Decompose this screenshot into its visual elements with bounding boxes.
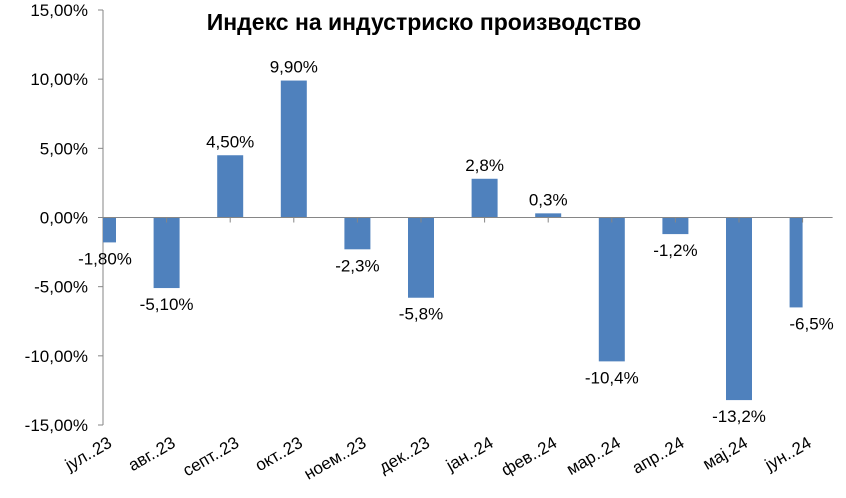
x-tick-label: окт..23 [252, 433, 306, 475]
x-tick-label: дек..23 [376, 433, 433, 477]
y-tick-label: -5,00% [34, 278, 88, 297]
data-label: -2,3% [335, 256, 379, 275]
bar [535, 213, 562, 218]
x-tick-label: мар..24 [563, 433, 624, 479]
y-tick-label: 15,00% [30, 1, 88, 20]
y-axis: 15,00% 10,00% 5,00% 0,00% -5,00% -10,00% -15,0… [25, 1, 104, 435]
data-label: -5,10% [140, 295, 194, 314]
data-label: -10,4% [585, 368, 639, 387]
bar [471, 178, 498, 218]
bar [408, 217, 434, 298]
data-label: -1,80% [78, 249, 132, 268]
y-tick-label: -15,00% [25, 416, 88, 435]
bar [344, 217, 371, 250]
bar [103, 217, 116, 243]
x-tick-label: апр..24 [629, 433, 687, 478]
data-label: 9,90% [270, 58, 318, 77]
bars: -1,80% -5,10% 4,50% 9,90% -2,3% -5,8% 2,8% 0,3%… [78, 58, 834, 427]
x-tick-label: јун..24 [761, 433, 815, 475]
x-tick-label: ноем..23 [301, 433, 370, 484]
data-label: 4,50% [206, 132, 254, 151]
y-tick-label: 10,00% [30, 70, 88, 89]
x-tick-label: септ..23 [180, 433, 243, 480]
y-tick-label: -10,00% [25, 347, 88, 366]
bar [598, 217, 625, 362]
y-tick-label: 0,00% [40, 209, 88, 228]
bar [726, 217, 752, 401]
bar [280, 80, 307, 218]
data-label: -13,2% [712, 407, 766, 426]
bar [662, 217, 689, 235]
y-tick-label: 5,00% [40, 139, 88, 158]
chart-title: Индекс на индустриско производство [207, 9, 641, 35]
data-label: 0,3% [529, 190, 568, 209]
data-label: 2,8% [465, 156, 504, 175]
x-tick-label: фев..24 [498, 433, 560, 480]
bar [789, 217, 803, 308]
x-tick-label: мај.24 [699, 433, 751, 474]
data-label: -5,8% [399, 305, 443, 324]
x-tick-label: јан..24 [442, 433, 497, 475]
x-tick-label: јул..23 [61, 433, 115, 475]
bar [153, 217, 180, 289]
data-label: -1,2% [653, 241, 697, 260]
data-label: -6,5% [789, 314, 833, 333]
x-tick-label: авг..23 [125, 433, 179, 475]
bar [217, 155, 244, 218]
